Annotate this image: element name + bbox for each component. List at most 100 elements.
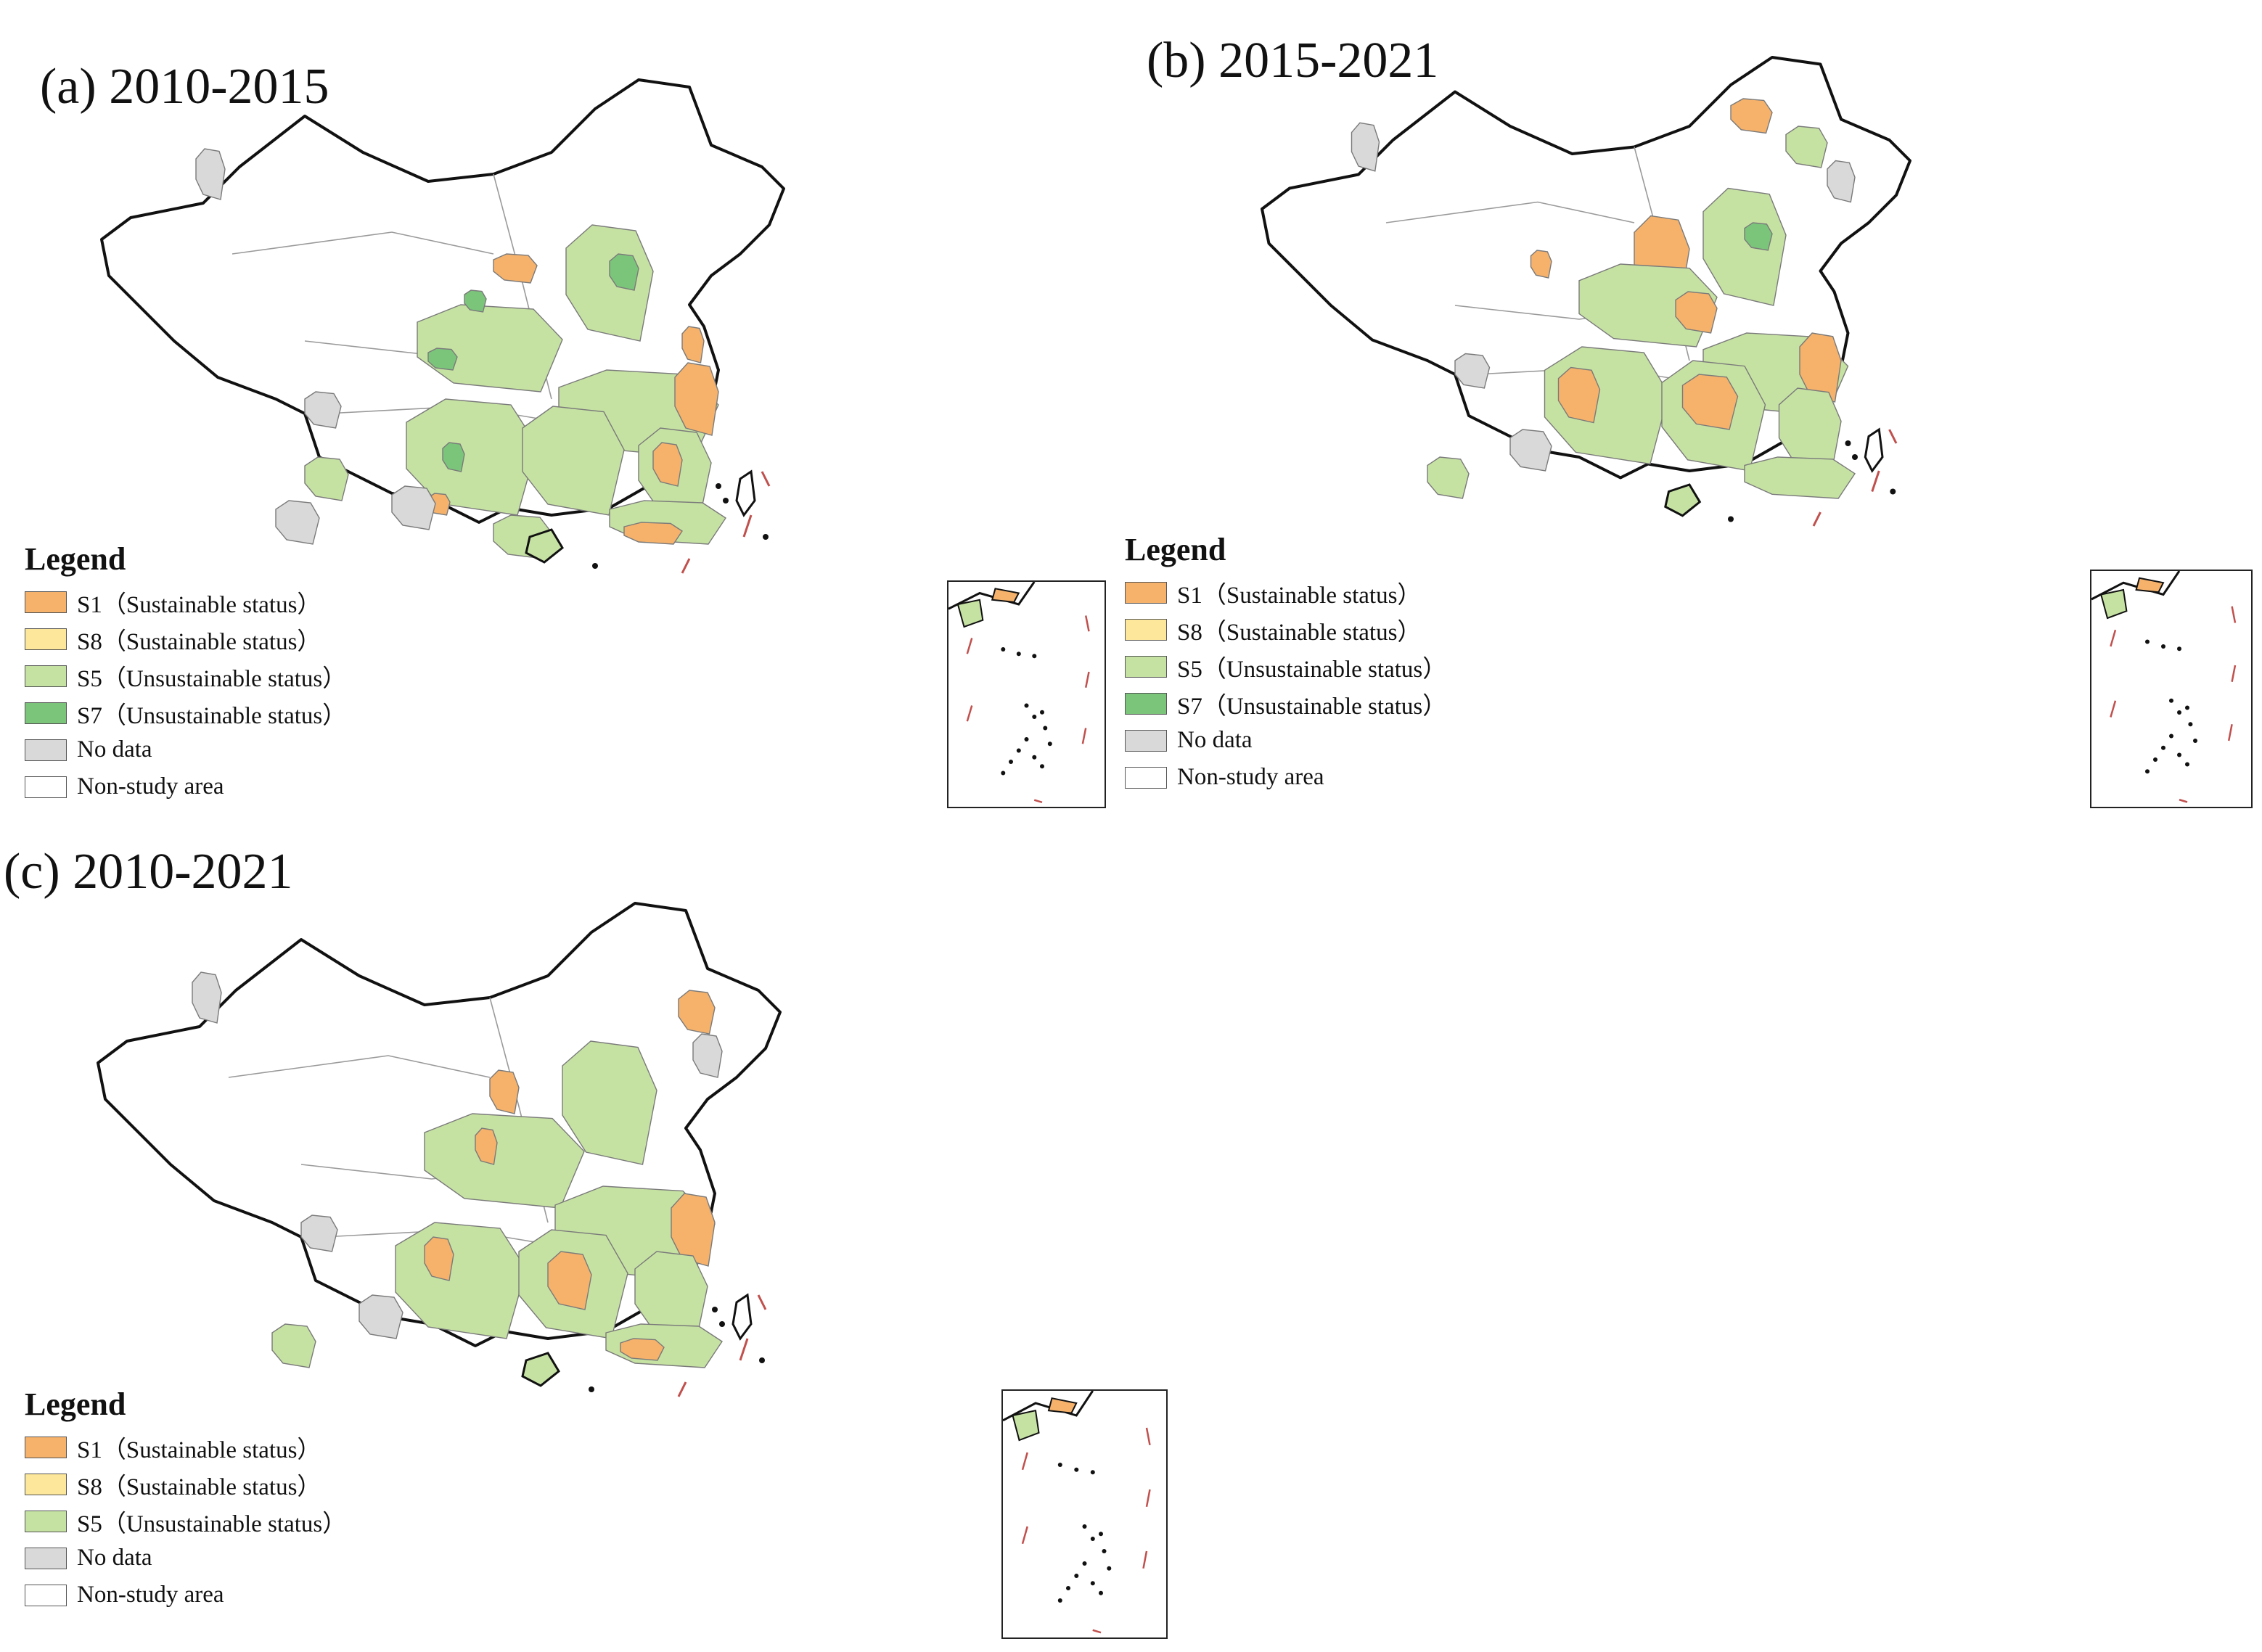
boundary-dash [761,471,771,487]
region-s1 [489,1069,520,1114]
legend-item-s8: S8（Sustainable status） [25,1466,346,1503]
legend-label-no-data: No data [77,1545,152,1571]
legend-swatch-s8 [25,1473,67,1495]
legend-swatch-s5 [1125,655,1167,678]
boundary-dash [1871,470,1880,492]
region-s1 [678,990,716,1035]
island-dot [1032,715,1037,719]
island-dot [1082,1561,1087,1566]
island-dot [759,1357,765,1363]
island-dot [1099,1532,1103,1537]
boundary-dash [966,638,973,654]
boundary-dash [2110,700,2117,718]
region-s5 [1778,387,1842,472]
region-nodata [1509,429,1552,472]
region-nodata [692,1033,723,1078]
region-s7 [1744,222,1773,251]
island-dot [1066,1586,1070,1590]
province-boundary [1385,201,1635,223]
boundary-dash [677,1381,687,1397]
legend-heading: Legend [1125,532,1226,567]
boundary-dash [1021,1452,1028,1471]
region-nodata [195,148,226,200]
legend-heading: Legend [25,541,126,577]
island-dot [712,1307,718,1312]
legend-swatch-s1 [25,591,67,613]
island-dot [763,534,769,540]
legend-item-s8: S8（Sustainable status） [1125,611,1446,648]
legend-item-s5: S5（Unsustainable status） [1125,648,1446,685]
legend-label-s8: S8（Sustainable status） [77,628,321,655]
legend-swatch-s1 [1125,581,1167,604]
island-dot [2193,739,2197,743]
region-nodata [1827,160,1856,203]
island-dot [2177,752,2181,757]
region-s7 [609,253,639,291]
region-s1 [652,442,683,487]
region-s5 [406,398,538,516]
boundary-dash [1084,615,1090,632]
island-dot [1102,1549,1107,1553]
legend-swatch-s7 [25,702,67,724]
island-dot [1845,440,1851,446]
island-dot [1890,488,1896,495]
region-nodata [391,485,436,530]
region-s5 [1785,126,1828,168]
island-dot [1016,748,1021,753]
legend-label-non-study: Non-study area [77,1582,224,1608]
island-dot [2185,705,2189,710]
legend-label-non-study: Non-study area [1177,764,1324,790]
legend-swatch-no-data [25,739,67,761]
island-dot [589,1386,594,1392]
boundary-dash [2110,629,2117,647]
map-group [97,902,782,1397]
region-s5 [562,1040,657,1165]
boundary-dash [1084,671,1090,688]
map-group [1261,56,1911,527]
region-nodata [1454,353,1491,389]
taiwan-outline [735,469,756,517]
boundary-dash [1812,511,1822,527]
region-nodata [304,391,342,429]
legend-label-s1: S1（Sustainable status） [1177,582,1422,609]
panel-title: (b) 2015-2021 [1147,33,1439,89]
island-dot [2153,757,2157,762]
south-china-sea-inset [947,580,1106,808]
island-dot [1047,741,1052,747]
coastal-region-inset [2135,577,2165,593]
island-dot [2145,639,2150,644]
legend-item-s5: S5（Unsustainable status） [25,657,346,694]
island-dot [716,483,721,489]
legend-label-no-data: No data [1177,727,1253,753]
south-china-sea-inset-map [948,582,1090,804]
legend-item-non-study: Non-study area [25,1577,346,1614]
region-nodata [300,1215,338,1252]
boundary-dash [2231,665,2237,682]
boundary-dash [2227,724,2233,741]
panel-title: (a) 2010-2015 [40,59,329,115]
south-china-sea-inset [1001,1389,1168,1639]
region-nodata [192,971,222,1024]
south-china-sea-inset-map [1003,1391,1151,1634]
china-map [100,78,785,574]
region-s5 [1427,456,1470,499]
boundary-dash [681,558,691,574]
legend-swatch-s5 [25,1510,67,1532]
region-s1 [620,1338,665,1361]
region-s1 [475,1127,498,1165]
region-s1 [1675,291,1718,334]
island-dot [1040,764,1044,769]
boundary-dash [1081,728,1087,744]
region-s5 [424,1113,585,1209]
region-s7 [442,442,465,472]
island-dot [1057,1463,1062,1467]
legend-item-s5: S5（Unsustainable status） [25,1503,346,1540]
map-panel-b: (b) 2015-2021 Legend S1（Sustainable stat… [1121,0,2262,823]
island-dot [1074,1467,1079,1472]
boundary-dash [742,514,753,538]
boundary-dash [739,1338,749,1361]
legend-swatch-s5 [25,665,67,687]
region-s1 [681,326,705,363]
legend-item-s8: S8（Sustainable status） [25,620,346,657]
region-s5 [271,1323,316,1368]
